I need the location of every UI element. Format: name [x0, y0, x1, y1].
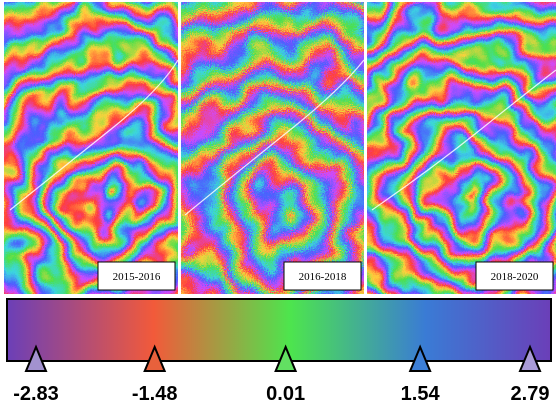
- panel-label: 2018-2020: [491, 271, 539, 283]
- colorbar-label: -1.48: [132, 383, 178, 405]
- panel-label: 2015-2016: [113, 271, 161, 283]
- panel-label: 2016-2018: [299, 271, 347, 283]
- colorbar-label: 1.54: [401, 383, 441, 405]
- figure: 2015-2016 2016-2018 2018-2020 -2.83 -1.48…: [0, 0, 558, 407]
- colorbar-label: -2.83: [13, 383, 59, 405]
- colorbar-label: 0.01: [266, 383, 305, 405]
- colorbar-label: 2.79: [511, 383, 550, 405]
- colorbar: [7, 299, 551, 361]
